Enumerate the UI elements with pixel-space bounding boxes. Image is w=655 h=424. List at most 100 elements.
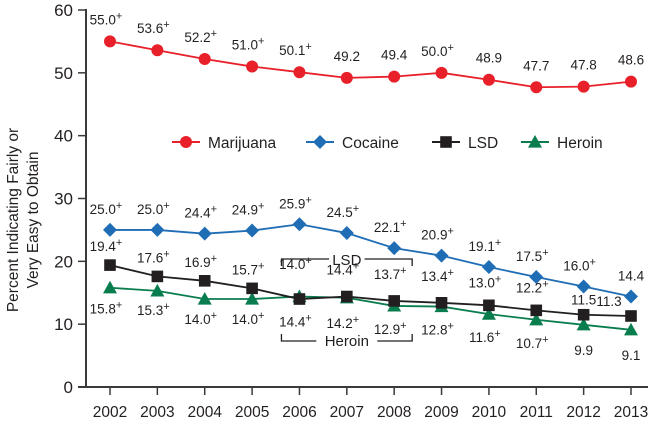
data-point — [624, 322, 638, 336]
legend-circle-icon — [180, 136, 192, 148]
data-label: 11.3 — [596, 294, 621, 309]
data-label: 14.4+ — [279, 313, 312, 330]
data-label: 14.4 — [618, 269, 645, 284]
line-cocaine — [110, 223, 632, 298]
data-label: 14.2+ — [326, 314, 359, 331]
data-point — [293, 66, 306, 79]
data-label: 15.8+ — [90, 300, 123, 317]
data-point — [576, 317, 591, 331]
data-point — [103, 222, 117, 237]
data-point — [198, 53, 211, 66]
data-label: 14.0+ — [279, 255, 312, 272]
data-point — [482, 73, 495, 86]
series-markers — [103, 35, 638, 336]
x-tick-label: 2011 — [520, 404, 553, 421]
data-point — [388, 70, 401, 83]
data-point — [197, 292, 212, 305]
legend-triangle-icon — [528, 135, 542, 148]
data-point — [529, 270, 544, 285]
markers-marijuana — [104, 35, 637, 94]
data-point — [483, 299, 495, 312]
data-label: 48.6 — [618, 53, 644, 68]
data-point — [576, 279, 591, 294]
x-tick-label: 2004 — [187, 404, 222, 421]
annotation-label: Heroin — [325, 333, 369, 350]
data-label: 15.7+ — [232, 260, 265, 277]
y-tick-label: 0 — [64, 378, 73, 397]
data-point — [339, 226, 354, 241]
x-tick-label: 2010 — [472, 404, 507, 421]
line-marijuana — [109, 40, 632, 89]
legend-item-lsd: LSD — [432, 135, 498, 152]
data-label: 14.0+ — [232, 310, 265, 327]
labels-lsd: 19.4+ 17.6+ 16.9+ 15.7+ 14.0+ 14.4+ 13.7+ 13.4+… — [90, 237, 622, 309]
data-point — [435, 66, 448, 79]
data-label: 47.7 — [523, 58, 549, 73]
legend-label: Marijuana — [208, 135, 276, 152]
data-point — [292, 217, 307, 232]
data-label: 25.9+ — [279, 194, 312, 211]
x-tick-label: 2012 — [566, 404, 600, 421]
labels-heroin: 15.8+ 15.3+ 14.0+ 14.0+ 14.4+ 14.2+ 12.9+ 12.8+… — [90, 300, 641, 363]
data-label: 14.0+ — [184, 310, 217, 327]
y-axis-label: Percent Indicating Fairly or Very Easy to… — [5, 128, 42, 312]
data-label: 12.9+ — [374, 320, 407, 337]
data-label: 47.8 — [570, 58, 596, 73]
markers-cocaine — [103, 217, 638, 304]
data-point — [530, 81, 543, 94]
data-label: 25.0+ — [137, 200, 170, 217]
data-point — [104, 259, 116, 271]
y-tick-label: 60 — [54, 1, 73, 20]
line-heroin — [109, 286, 632, 331]
data-point — [198, 275, 211, 287]
data-label: 24.4+ — [184, 204, 217, 221]
data-point — [245, 223, 260, 238]
y-axis-title: Percent Indicating Fairly or Very Easy to… — [5, 128, 42, 312]
bracket-annotations: LSD Heroin — [280, 252, 413, 350]
annotation-heroin: Heroin — [280, 333, 413, 350]
data-label: 49.4 — [381, 48, 408, 63]
data-label: 51.0+ — [232, 36, 265, 53]
data-label: 10.7+ — [516, 334, 549, 351]
legend-item-marijuana: Marijuana — [172, 135, 276, 152]
data-point — [103, 280, 117, 294]
x-tick-label: 2003 — [140, 404, 174, 421]
data-label: 12.2+ — [516, 278, 549, 295]
legend-label: Heroin — [557, 135, 603, 152]
data-label: 17.5+ — [516, 247, 549, 264]
x-tick-label: 2005 — [235, 404, 269, 421]
data-label: 48.9 — [476, 51, 502, 66]
data-label: 22.1+ — [374, 218, 407, 235]
data-label: 13.4+ — [421, 267, 454, 284]
data-point — [246, 282, 258, 295]
data-point — [245, 292, 260, 305]
x-tick-label: 2008 — [377, 404, 411, 421]
data-label: 15.3+ — [137, 301, 170, 318]
line-lsd — [109, 264, 632, 317]
data-label: 50.1+ — [279, 41, 312, 58]
x-tick-label: 2002 — [93, 404, 127, 421]
annotation-label: LSD — [332, 252, 361, 269]
series-lines — [109, 40, 632, 331]
data-point — [529, 312, 544, 326]
data-point — [246, 60, 259, 73]
data-label: 9.9 — [574, 343, 593, 358]
markers-lsd — [104, 259, 637, 322]
data-label: 55.0+ — [90, 10, 123, 27]
data-label: 17.6+ — [137, 248, 170, 265]
legend-diamond-icon — [313, 135, 327, 149]
data-label: 19.1+ — [469, 237, 502, 254]
data-point — [625, 310, 637, 322]
x-tick-label: 2007 — [330, 404, 364, 421]
data-point — [577, 80, 590, 93]
data-point — [481, 307, 496, 320]
labels-cocaine: 25.0+ 25.0+ 24.4+ 24.9+ 25.9+ 24.5+ 22.1+ 20.9+… — [90, 194, 645, 283]
axes: 0 10 20 30 40 50 60 2002 2003 2004 2005 2006 2007 200… — [54, 1, 648, 421]
data-label: 19.4+ — [90, 237, 123, 254]
labels-marijuana: 55.0+ 53.6+ 52.2+ 51.0+ 50.1+ 49.2 49.4 50.0+ 48… — [90, 10, 645, 73]
data-label: 16.9+ — [184, 253, 217, 270]
data-label: 11.5 — [571, 293, 596, 308]
data-label: 13.0+ — [469, 273, 502, 290]
data-label: 14.4+ — [326, 261, 359, 278]
data-label: 12.8+ — [421, 321, 454, 338]
